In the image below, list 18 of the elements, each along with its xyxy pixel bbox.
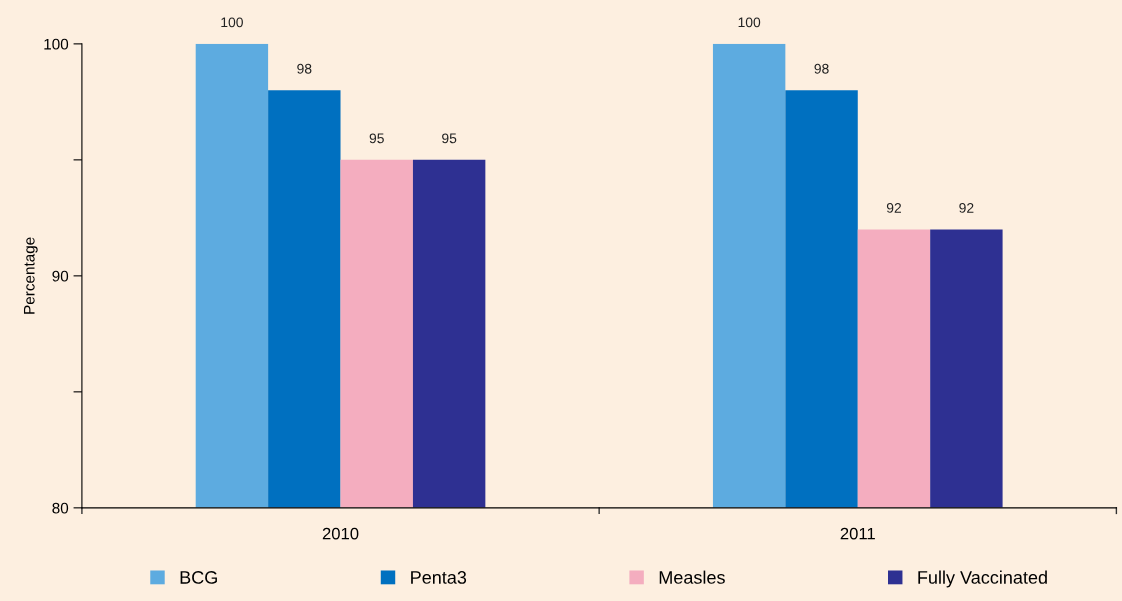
legend-label: Fully Vaccinated <box>918 570 1047 588</box>
y-tick-label: 90 <box>52 270 69 282</box>
data-label: 95 <box>369 133 384 144</box>
legend-label: Measles <box>659 570 725 584</box>
x-tick-label: 2010 <box>322 527 359 540</box>
data-label: 100 <box>738 17 761 28</box>
legend-label: BCG <box>180 571 217 584</box>
y-axis-title: Percentage <box>23 237 38 314</box>
data-label: 100 <box>221 17 243 28</box>
x-tick-label: 2011 <box>840 527 875 540</box>
data-label: 95 <box>442 133 457 144</box>
data-label: 92 <box>959 202 974 213</box>
y-tick-label: 80 <box>52 502 69 514</box>
y-tick-label: 100 <box>44 38 69 50</box>
data-label: 98 <box>814 63 829 74</box>
data-label: 98 <box>297 63 312 74</box>
legend-label: Penta3 <box>411 571 467 584</box>
data-label: 92 <box>886 202 901 213</box>
